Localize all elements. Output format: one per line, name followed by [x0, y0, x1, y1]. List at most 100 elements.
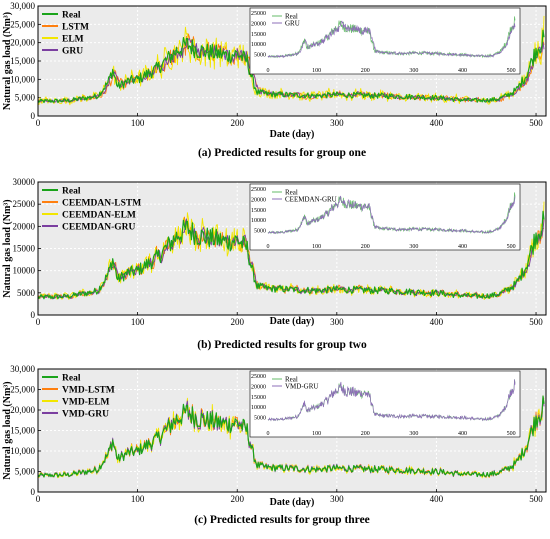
inset-x-tick-label: 300 [409, 244, 418, 250]
inset-x-tick-label: 300 [409, 431, 418, 437]
x-axis-label: Date (day) [270, 316, 315, 327]
legend-label: Real [62, 374, 81, 384]
inset-x-tick-label: 200 [361, 431, 370, 437]
inset-x-tick-label: 400 [458, 68, 467, 74]
y-axis-label: Natural gas load (Nm³) [2, 381, 13, 479]
y-tick-label: 5,000 [15, 93, 36, 103]
legend-label: VMD-LSTM [62, 386, 115, 396]
x-axis-label: Date (day) [270, 497, 315, 508]
x-tick-label: 300 [330, 118, 344, 128]
y-axis-label: Natural gas load (Nm³) [2, 199, 13, 297]
inset-y-tick-label: 5000 [254, 53, 266, 59]
inset-y-tick-label: 20000 [251, 197, 266, 203]
y-tick-label: 10,000 [10, 446, 35, 456]
inset-x-tick-label: 100 [312, 431, 321, 437]
y-tick-label: 10,000 [10, 74, 35, 84]
panel-caption: (b) Predicted results for group two [197, 339, 367, 351]
chart-panel-1: 0 5,000 10,000 15,000 20,000 25,000 30,000 0 100… [2, 1, 547, 159]
inset-legend-label: Real [285, 189, 298, 197]
inset-x-tick-label: 400 [458, 244, 467, 250]
inset-x-tick-label: 500 [507, 244, 516, 250]
inset-x-tick-label: 200 [361, 244, 370, 250]
inset-y-tick-label: 5000 [254, 229, 266, 235]
y-tick-label: 0 [31, 111, 36, 121]
legend-label: Real [62, 11, 81, 21]
inset-x-tick-label: 200 [361, 68, 370, 74]
legend-label: GRU [62, 47, 83, 57]
x-tick-label: 400 [430, 317, 444, 327]
y-tick-label: 0 [31, 487, 36, 497]
inset-legend-label: GRU [285, 20, 300, 28]
inset-chart: 5000 10000 15000 20000 25000 0 100 200 300 400 500… [249, 370, 521, 438]
panel-caption: (c) Predicted results for group three [194, 514, 370, 526]
legend-label: CEEMDAN-ELM [62, 211, 136, 221]
inset-y-tick-label: 25000 [251, 11, 266, 17]
y-axis-label: Natural gas load (Nm³) [2, 12, 13, 110]
inset-chart: 5000 10000 15000 20000 25000 0 100 200 300 400 500… [249, 7, 521, 75]
chart-panel-3: 0 5,000 10,000 15,000 20,000 25,000 30,000 0 100… [2, 364, 547, 526]
y-tick-label: 5,000 [15, 467, 36, 477]
legend-label: CEEMDAN-LSTM [62, 199, 141, 209]
series-line-real [37, 210, 545, 300]
inset-frame [249, 370, 521, 438]
x-axis-label: Date (day) [270, 129, 315, 140]
x-tick-label: 300 [330, 317, 344, 327]
inset-y-tick-label: 10000 [251, 405, 266, 411]
x-tick-label: 0 [36, 118, 41, 128]
x-tick-label: 300 [330, 494, 344, 504]
y-tick-label: 5000 [17, 288, 36, 298]
inset-x-tick-label: 100 [312, 68, 321, 74]
inset-x-tick-label: 0 [267, 68, 270, 74]
inset-y-tick-label: 10000 [251, 42, 266, 48]
x-tick-label: 200 [230, 118, 244, 128]
inset-legend-label: CEEMDAN-GRU [285, 196, 337, 204]
legend-label: ELM [62, 35, 84, 45]
series-line-real [37, 29, 545, 104]
y-tick-label: 15,000 [10, 426, 35, 436]
inset-y-tick-label: 5000 [254, 416, 266, 422]
x-tick-label: 400 [430, 118, 444, 128]
y-tick-label: 25000 [13, 199, 36, 209]
legend-label: VMD-GRU [62, 410, 109, 420]
inset-x-tick-label: 100 [312, 244, 321, 250]
plot-frame [37, 368, 547, 493]
inset-legend-label: Real [285, 13, 298, 21]
y-tick-label: 25,000 [10, 385, 35, 395]
y-tick-label: 30,000 [10, 1, 35, 11]
inset-y-tick-label: 20000 [251, 21, 266, 27]
inset-frame [249, 183, 521, 251]
inset-y-tick-label: 15000 [251, 395, 266, 401]
legend: Real VMD-LSTM VMD-ELM VMD-GRU [42, 374, 115, 420]
plot-frame [37, 181, 547, 316]
inset-y-tick-label: 25000 [251, 374, 266, 380]
inset-y-tick-label: 15000 [251, 32, 266, 38]
y-tick-label: 20000 [13, 221, 36, 231]
x-tick-label: 0 [36, 494, 41, 504]
inset-x-tick-label: 0 [267, 431, 270, 437]
inset-x-tick-label: 500 [507, 68, 516, 74]
x-tick-label: 500 [529, 494, 543, 504]
x-tick-label: 100 [131, 317, 145, 327]
inset-legend-label: Real [285, 376, 298, 384]
y-tick-label: 15,000 [10, 56, 35, 66]
series-line-real [37, 395, 545, 478]
inset-legend-label: VMD-GRU [285, 383, 318, 391]
legend: Real LSTM ELM GRU [42, 11, 89, 57]
legend-label: Real [62, 187, 81, 197]
inset-y-tick-label: 25000 [251, 187, 266, 193]
x-tick-label: 500 [529, 317, 543, 327]
y-tick-label: 25,000 [10, 19, 35, 29]
inset-frame [249, 7, 521, 75]
inset-series-model [267, 379, 516, 422]
y-tick-label: 0 [31, 310, 36, 320]
y-tick-label: 10000 [13, 266, 36, 276]
inset-x-tick-label: 500 [507, 431, 516, 437]
inset-y-tick-label: 20000 [251, 384, 266, 390]
y-tick-label: 15000 [13, 244, 36, 254]
inset-x-tick-label: 400 [458, 431, 467, 437]
inset-series-model [267, 20, 516, 59]
x-tick-label: 400 [430, 494, 444, 504]
x-tick-label: 0 [36, 317, 41, 327]
